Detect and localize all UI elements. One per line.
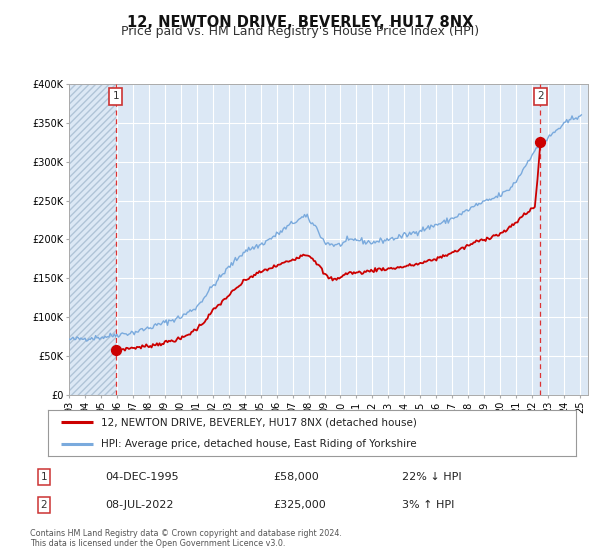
Bar (69, 84, 116, 395)
Text: 22% ↓ HPI: 22% ↓ HPI (402, 472, 461, 482)
Point (536, 138, 545, 147)
Text: 08-JUL-2022: 08-JUL-2022 (105, 500, 173, 510)
Text: 12, NEWTON DRIVE, BEVERLEY, HU17 8NX: 12, NEWTON DRIVE, BEVERLEY, HU17 8NX (127, 15, 473, 30)
Text: 2: 2 (537, 91, 544, 101)
Text: 04-DEC-1995: 04-DEC-1995 (105, 472, 179, 482)
Text: 2: 2 (40, 500, 47, 510)
Text: 3% ↑ HPI: 3% ↑ HPI (402, 500, 454, 510)
Text: £58,000: £58,000 (273, 472, 319, 482)
Text: 1: 1 (40, 472, 47, 482)
Text: £325,000: £325,000 (273, 500, 326, 510)
Text: Price paid vs. HM Land Registry's House Price Index (HPI): Price paid vs. HM Land Registry's House … (121, 25, 479, 38)
Text: HPI: Average price, detached house, East Riding of Yorkshire: HPI: Average price, detached house, East… (101, 439, 416, 449)
Point (111, 346, 121, 354)
Text: Contains HM Land Registry data © Crown copyright and database right 2024.: Contains HM Land Registry data © Crown c… (30, 529, 342, 538)
Text: 12, NEWTON DRIVE, BEVERLEY, HU17 8NX (detached house): 12, NEWTON DRIVE, BEVERLEY, HU17 8NX (de… (101, 417, 416, 427)
Text: 1: 1 (112, 91, 119, 101)
Text: This data is licensed under the Open Government Licence v3.0.: This data is licensed under the Open Gov… (30, 539, 286, 548)
